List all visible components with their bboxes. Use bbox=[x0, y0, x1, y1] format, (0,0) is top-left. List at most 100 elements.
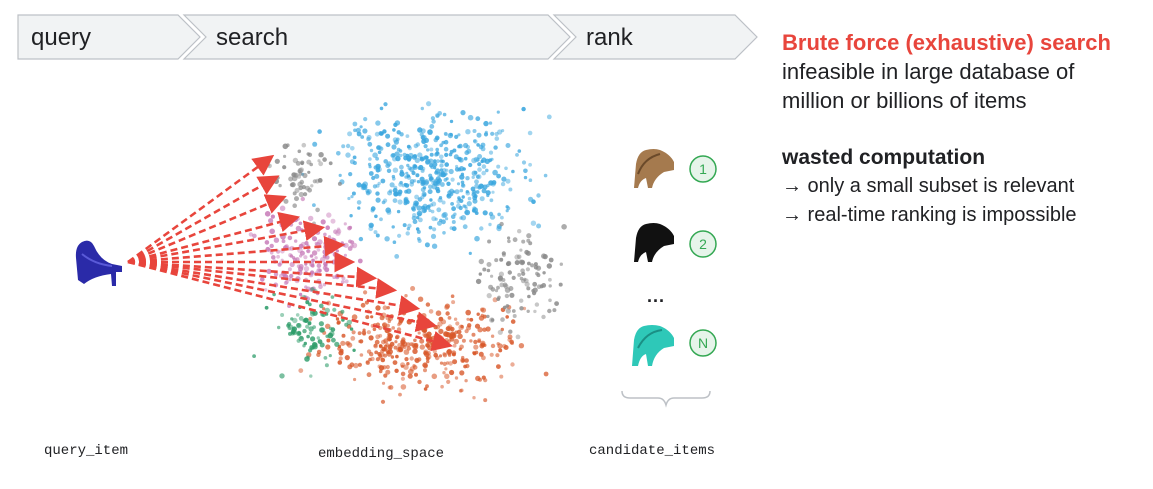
embedding-point bbox=[476, 174, 482, 180]
embedding-point bbox=[362, 328, 366, 332]
embedding-point bbox=[361, 183, 367, 189]
embedding-point bbox=[474, 323, 481, 329]
embedding-point bbox=[559, 262, 563, 266]
embedding-point bbox=[437, 197, 443, 203]
embedding-point bbox=[417, 379, 422, 385]
embedding-point bbox=[298, 243, 304, 249]
embedding-point bbox=[396, 130, 401, 135]
embedding-point bbox=[509, 292, 515, 298]
embedding-point bbox=[459, 198, 464, 203]
embedding-point bbox=[336, 151, 341, 156]
embedding-point bbox=[517, 229, 522, 234]
embedding-point bbox=[405, 342, 411, 348]
embedding-point bbox=[368, 226, 374, 232]
search-arrow bbox=[127, 260, 378, 288]
embedding-point bbox=[274, 158, 280, 164]
embedding-point bbox=[398, 149, 403, 153]
embedding-point bbox=[497, 212, 501, 217]
embedding-point bbox=[463, 364, 467, 369]
embedding-point bbox=[431, 243, 438, 249]
embedding-point bbox=[298, 368, 304, 373]
embedding-point bbox=[521, 271, 526, 276]
embedding-point bbox=[480, 342, 486, 348]
embedding-point bbox=[561, 224, 567, 230]
wasted-point-2: → real-time ranking is impossible bbox=[782, 204, 1077, 226]
embedding-point bbox=[451, 220, 456, 224]
embedding-point bbox=[496, 364, 501, 369]
embedding-point bbox=[477, 185, 482, 190]
embedding-point bbox=[494, 289, 499, 293]
embedding-point bbox=[323, 356, 328, 360]
embedding-point bbox=[421, 138, 427, 144]
embedding-point bbox=[462, 204, 466, 208]
embedding-point bbox=[350, 195, 354, 199]
embedding-point bbox=[476, 143, 480, 147]
embedding-point bbox=[450, 214, 456, 219]
embedding-point bbox=[499, 374, 504, 379]
embedding-point bbox=[419, 176, 425, 182]
embedding-point bbox=[379, 131, 384, 136]
embedding-point bbox=[471, 157, 477, 164]
embedding-point bbox=[396, 346, 402, 353]
embedding-point bbox=[401, 311, 407, 316]
embedding-point bbox=[288, 176, 294, 182]
embedding-point bbox=[287, 246, 292, 251]
embedding-point bbox=[475, 375, 481, 382]
embedding-point bbox=[386, 161, 392, 167]
embedding-point bbox=[465, 129, 471, 135]
embedding-point bbox=[499, 221, 504, 227]
embedding-point bbox=[519, 259, 525, 266]
embedding-point bbox=[316, 336, 320, 340]
embedding-point bbox=[407, 373, 413, 379]
embedding-point bbox=[378, 365, 385, 371]
embedding-point bbox=[528, 162, 532, 167]
embedding-point bbox=[518, 343, 525, 349]
embedding-point bbox=[393, 185, 398, 190]
embedding-point bbox=[287, 235, 293, 241]
embedding-point bbox=[325, 225, 331, 230]
embedding-point bbox=[425, 384, 429, 389]
embedding-point bbox=[392, 156, 398, 162]
embedding-point bbox=[429, 147, 434, 152]
embedding-point bbox=[515, 334, 521, 340]
embedding-point bbox=[351, 314, 358, 320]
embedding-point bbox=[474, 211, 479, 216]
embedding-point bbox=[516, 254, 522, 260]
embedding-point bbox=[396, 327, 402, 332]
embedding-point bbox=[407, 146, 412, 151]
embedding-point bbox=[454, 134, 459, 139]
embedding-point bbox=[475, 116, 481, 122]
embedding-point bbox=[300, 161, 304, 166]
embedding-point bbox=[519, 298, 524, 303]
embedding-point bbox=[446, 181, 451, 186]
embedding-point bbox=[323, 232, 327, 237]
embedding-point bbox=[533, 265, 539, 270]
embedding-point bbox=[455, 321, 460, 326]
embedding-point bbox=[477, 339, 481, 343]
embedding-point bbox=[357, 362, 362, 367]
embedding-point bbox=[519, 248, 523, 252]
rank-badge-1-text: 1 bbox=[699, 161, 707, 177]
embedding-point bbox=[400, 376, 405, 381]
embedding-point bbox=[304, 285, 308, 289]
embedding-point bbox=[484, 158, 490, 164]
embedding-point bbox=[480, 307, 485, 312]
embedding-point bbox=[490, 157, 494, 161]
embedding-point bbox=[448, 168, 454, 175]
embedding-point bbox=[406, 144, 411, 149]
embedding-point bbox=[409, 356, 414, 361]
embedding-point bbox=[476, 312, 480, 316]
embedding-point bbox=[297, 174, 301, 179]
embedding-point bbox=[475, 174, 480, 179]
embedding-point bbox=[445, 217, 449, 221]
embedding-point bbox=[332, 275, 336, 280]
embedding-point bbox=[505, 304, 510, 308]
embedding-point bbox=[533, 309, 537, 314]
embedding-point bbox=[413, 338, 417, 343]
embedding-point bbox=[289, 182, 294, 187]
embedding-point bbox=[298, 292, 303, 297]
embedding-point bbox=[449, 369, 455, 376]
step-search-label: search bbox=[216, 24, 289, 51]
embedding-point bbox=[345, 143, 351, 149]
embedding-point bbox=[441, 212, 447, 219]
